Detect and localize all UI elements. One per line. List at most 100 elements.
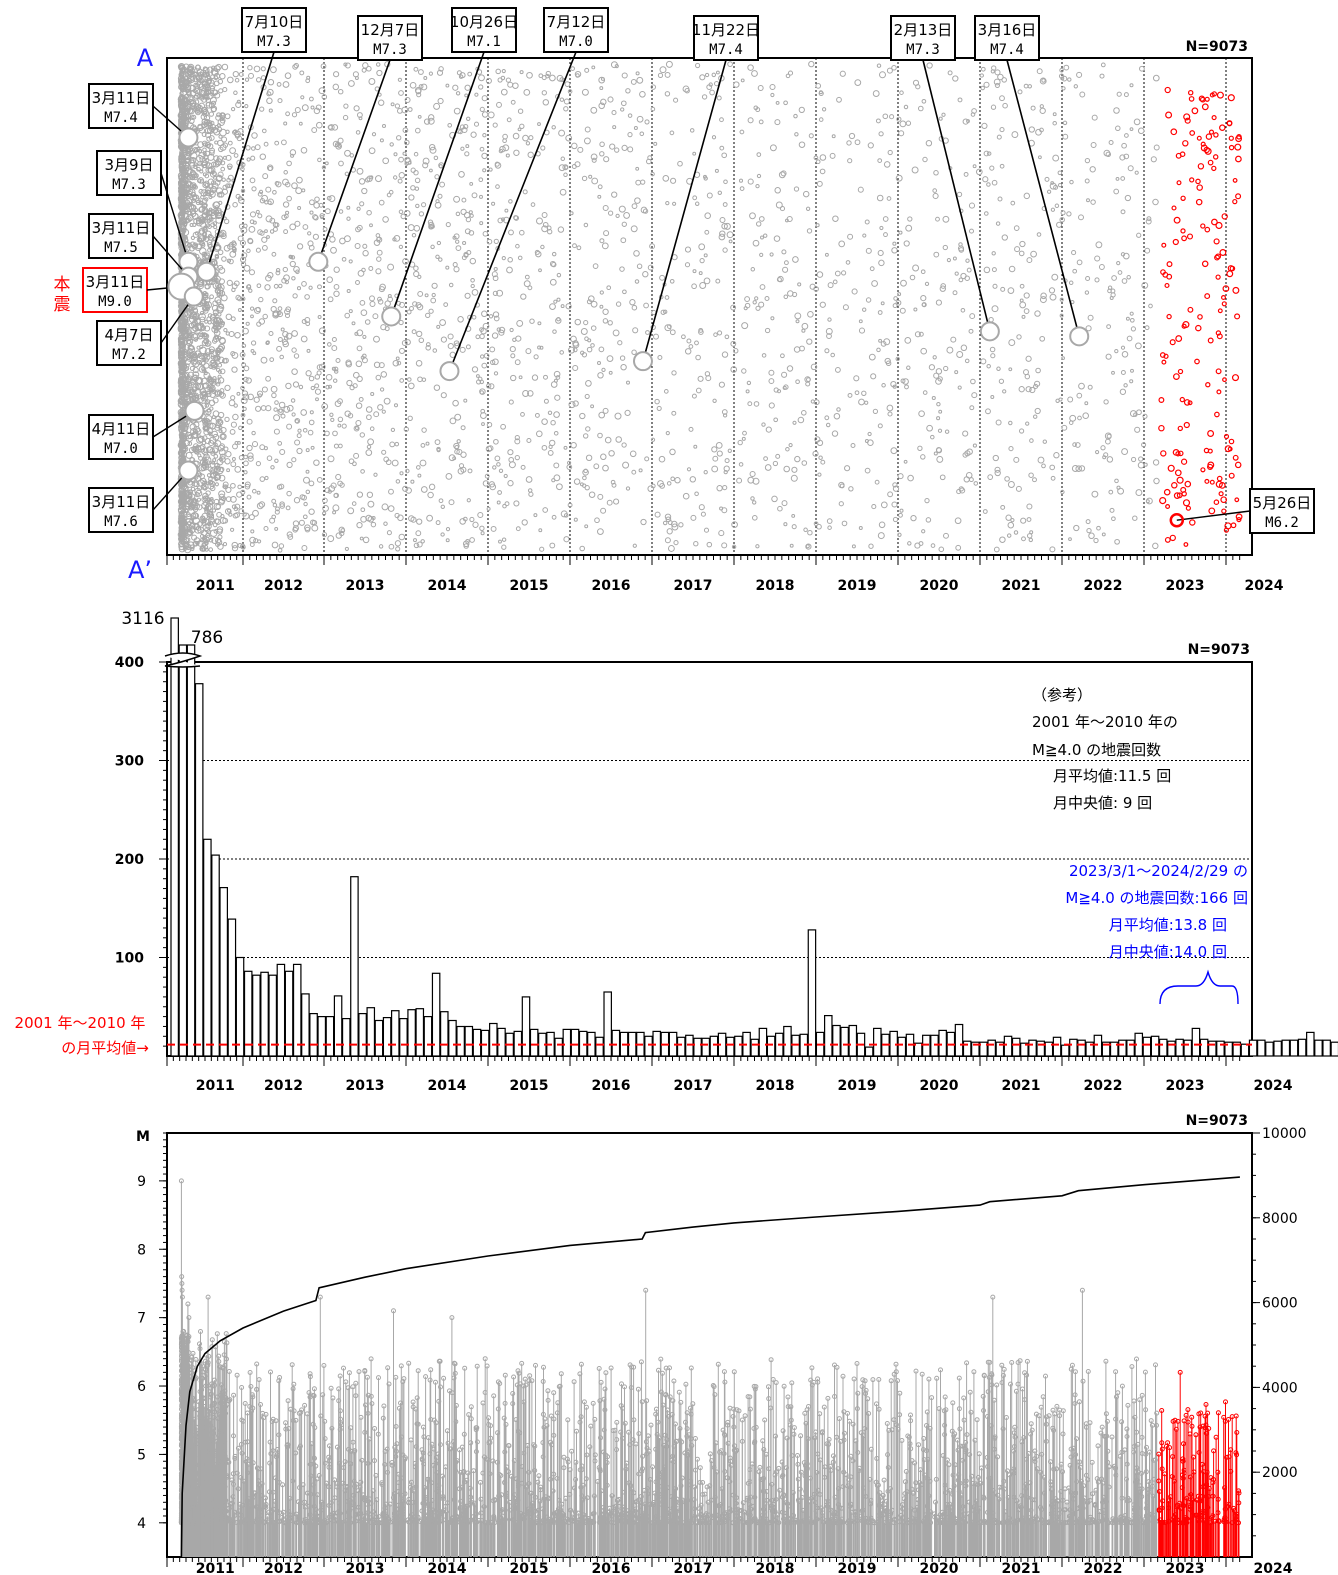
p1-event-marker (1196, 135, 1202, 141)
p2-bar (203, 838, 212, 1057)
p1-event-marker (1084, 157, 1091, 164)
p1-event-marker (1189, 519, 1196, 526)
p1-event-marker (1066, 211, 1072, 217)
p1-event-marker (398, 533, 406, 541)
p1-event-marker (591, 157, 597, 163)
p1-event-marker (308, 285, 313, 290)
p1-event-marker (478, 177, 484, 183)
p1-event-marker (219, 73, 226, 80)
p1-event-marker (600, 453, 607, 461)
p1-event-marker (1181, 235, 1188, 242)
p1-event-marker (352, 71, 359, 78)
p1-event-marker (830, 352, 835, 358)
p1-event-marker (337, 423, 342, 428)
p1-event-marker (876, 63, 882, 68)
p1-event-marker (1050, 475, 1056, 481)
p1-event-marker (1093, 537, 1099, 544)
p1-event-marker (755, 221, 762, 227)
p1-event-marker (333, 290, 340, 297)
p1-event-marker (1208, 507, 1216, 515)
p1-event-marker (439, 319, 447, 327)
p1-event-marker (898, 130, 905, 137)
p1-event-marker (417, 376, 423, 383)
p1-event-marker (850, 443, 856, 448)
p1-event-marker (606, 285, 612, 291)
p1-event-marker (747, 178, 754, 185)
p1-event-marker (355, 130, 361, 135)
p1-event-marker (777, 505, 783, 512)
p1-event-marker (862, 307, 867, 312)
p1-event-marker (747, 117, 754, 124)
p1-event-marker (547, 449, 554, 456)
p1-event-marker (1060, 210, 1066, 216)
p1-event-marker (493, 438, 499, 445)
p1-event-marker (322, 497, 328, 504)
p1-event-marker (1057, 170, 1063, 176)
p1-event-marker (245, 321, 250, 326)
p1-event-marker (329, 412, 334, 417)
p1-event-marker (983, 211, 989, 216)
p1-event-marker (664, 71, 671, 78)
p1-event-marker (1167, 464, 1175, 472)
p1-event-marker (417, 473, 422, 478)
p1-event-marker (512, 132, 520, 140)
p1-event-marker (246, 444, 253, 452)
p1-event-marker (717, 330, 723, 336)
p1-event-marker (285, 382, 292, 390)
p1-event-marker (420, 83, 428, 91)
p1-event-marker (273, 428, 280, 435)
p1-event-marker (1034, 407, 1041, 415)
p1-event-marker (541, 418, 548, 425)
p1-event-marker (722, 247, 728, 253)
p1-event-marker (647, 485, 655, 493)
p1-event-marker (965, 471, 973, 479)
p1-event-marker (972, 443, 977, 448)
p1-event-marker (469, 516, 475, 523)
p1-event-marker (1164, 282, 1170, 289)
p1-event-marker (199, 169, 204, 174)
p1-event-marker (941, 112, 946, 117)
p1-event-marker (398, 209, 404, 215)
p1-event-marker (753, 401, 760, 407)
p1-annotation-date: 4月11日 (92, 420, 151, 438)
p1-event-marker (464, 292, 471, 299)
p1-event-marker (629, 299, 636, 306)
p1-event-marker (540, 145, 546, 151)
p1-event-marker (631, 304, 638, 311)
p1-event-marker (478, 84, 484, 90)
p1-event-marker (322, 505, 329, 512)
p1-event-marker (712, 398, 717, 403)
p1-event-marker (1072, 268, 1078, 274)
p1-event-marker (258, 318, 266, 325)
p1-x-tick-label: 2021 (1002, 578, 1041, 594)
p1-event-marker (530, 202, 536, 207)
p1-event-marker (533, 354, 539, 360)
p1-event-marker (782, 385, 787, 390)
p1-event-marker (597, 184, 603, 190)
p1-event-marker (1158, 424, 1165, 432)
p1-event-marker (495, 184, 500, 189)
p1-event-marker (229, 428, 236, 435)
p1-event-marker (425, 312, 431, 319)
p1-event-marker (397, 77, 403, 82)
p1-event-marker (367, 438, 375, 446)
p1-event-marker (285, 505, 291, 511)
p1-event-marker (1150, 156, 1157, 163)
p1-event-marker (394, 540, 402, 547)
p1-event-marker (611, 110, 617, 116)
p1-event-marker (831, 134, 836, 139)
p1-event-marker (346, 288, 351, 294)
p1-event-marker (393, 152, 398, 157)
p1-event-marker (410, 479, 415, 484)
p1-event-marker (365, 65, 372, 72)
p1-event-marker (1195, 324, 1202, 332)
p1-event-marker (439, 181, 446, 188)
p1-event-marker (1000, 286, 1006, 292)
p1-event-marker (243, 470, 248, 475)
p1-event-marker (857, 186, 864, 193)
p1-event-marker (563, 445, 568, 450)
p1-event-marker (749, 212, 756, 220)
p1-event-marker (351, 501, 357, 506)
p1-event-marker (1008, 446, 1014, 452)
p1-event-marker (463, 398, 468, 403)
